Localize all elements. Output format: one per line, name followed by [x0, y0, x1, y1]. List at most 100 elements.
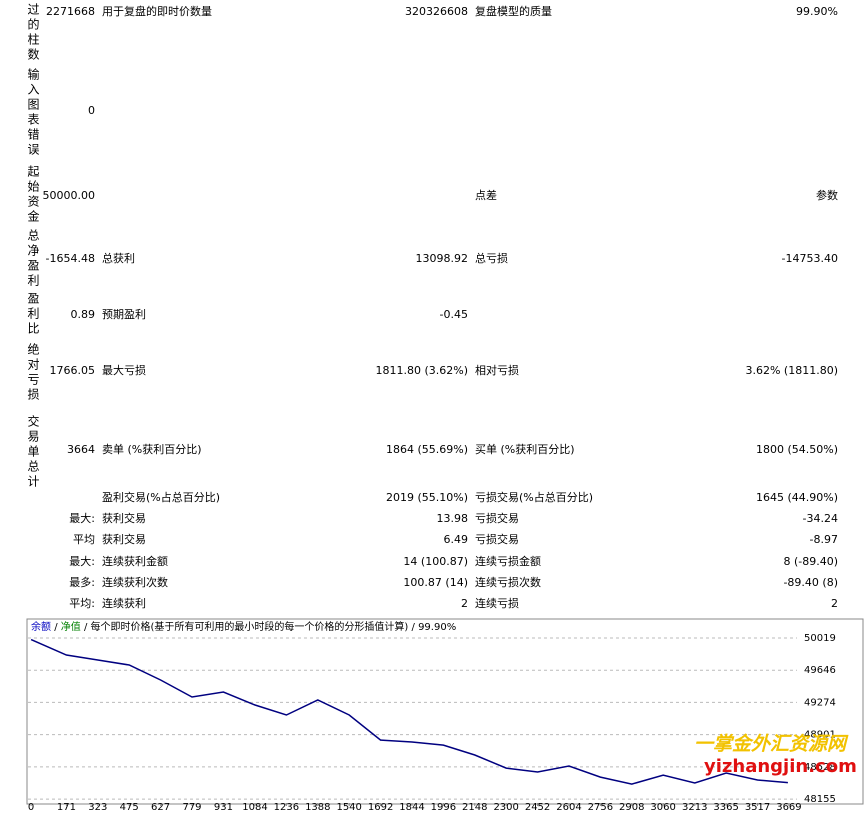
- y-tick-label: 48155: [804, 794, 836, 805]
- label-2: 连续获利金额: [102, 555, 168, 568]
- label-3: 亏损交易: [475, 512, 519, 525]
- label-3: 相对亏损: [475, 364, 519, 377]
- label-2: 最大亏损: [102, 364, 146, 377]
- label-3: 复盘模型的质量: [475, 5, 552, 18]
- x-tick-label: 3060: [650, 802, 675, 813]
- x-tick-label: 3213: [682, 802, 707, 813]
- balance-chart: 50019 49646 49274 48901 48528 48155 0 171 323 475…: [26, 618, 864, 813]
- label-3: 总亏损: [475, 252, 508, 265]
- header-part: /: [84, 622, 88, 633]
- row-label: 过的柱数: [26, 3, 40, 63]
- x-tick-label: 2452: [525, 802, 550, 813]
- header-part: 净值: [61, 620, 81, 633]
- label-3: 连续亏损: [475, 597, 519, 610]
- value-2: 14 (100.87): [403, 555, 468, 568]
- x-tick-label: 2756: [588, 802, 613, 813]
- value-3: -14753.40: [781, 252, 838, 265]
- x-tick-label: 627: [151, 802, 170, 813]
- value-1: 最大:: [69, 512, 95, 525]
- value-1: 0.89: [70, 308, 96, 321]
- y-tick-label: 50019: [804, 633, 836, 644]
- label-3: 买单 (%获利百分比): [475, 443, 575, 456]
- value-2: 2019 (55.10%): [385, 491, 468, 504]
- header-part: /: [54, 622, 58, 633]
- value-3: 3.62% (1811.80): [745, 364, 838, 377]
- row-label: 起始资金: [26, 165, 40, 225]
- x-tick-label: 2604: [556, 802, 581, 813]
- header-part: 余额: [31, 620, 51, 633]
- value-1: 3664: [67, 443, 95, 456]
- x-tick-label: 1844: [399, 802, 424, 813]
- value-2: 1864 (55.69%): [385, 443, 468, 456]
- x-tick-label: 3365: [713, 802, 738, 813]
- x-tick-label: 2148: [462, 802, 487, 813]
- x-tick-label: 1084: [242, 802, 267, 813]
- value-3: 2: [831, 597, 838, 610]
- value-3: -89.40 (8): [783, 576, 838, 589]
- value-2: 320326608: [405, 5, 468, 18]
- y-tick-label: 49646: [804, 665, 836, 676]
- y-tick-label: 49274: [804, 697, 836, 708]
- value-3: 参数: [816, 189, 838, 202]
- value-2: 2: [461, 597, 468, 610]
- value-2: 6.49: [443, 533, 469, 546]
- x-tick-label: 779: [182, 802, 201, 813]
- balance-line: [30, 638, 788, 785]
- label-2: 连续获利: [102, 597, 146, 610]
- value-1: -1654.48: [45, 252, 95, 265]
- x-tick-label: 0: [28, 802, 34, 813]
- x-tick-label: 931: [214, 802, 233, 813]
- label-2: 总获利: [102, 252, 135, 265]
- label-3: 连续亏损次数: [475, 576, 541, 589]
- x-tick-label: 1996: [431, 802, 456, 813]
- value-1: 1766.05: [49, 364, 96, 377]
- value-1: 0: [88, 104, 95, 117]
- value-3: 8 (-89.40): [783, 555, 838, 568]
- value-3: 99.90%: [796, 5, 838, 18]
- label-3: 亏损交易(%占总百分比): [475, 491, 594, 504]
- label-2: 用于复盘的即时价数量: [102, 5, 212, 18]
- x-tick-label: 1540: [336, 802, 361, 813]
- row-label: 绝对亏损: [26, 343, 40, 403]
- y-tick-label: 48901: [804, 730, 836, 741]
- x-tick-label: 2300: [493, 802, 518, 813]
- value-2: 100.87 (14): [403, 576, 468, 589]
- label-2: 预期盈利: [102, 308, 146, 321]
- value-3: 1645 (44.90%): [755, 491, 838, 504]
- y-tick-label: 48528: [804, 762, 836, 773]
- value-1: 2271668: [46, 5, 95, 18]
- value-1: 最大:: [69, 555, 95, 568]
- row-label: 交易单总计: [26, 415, 40, 490]
- value-1: 平均: [73, 533, 95, 546]
- x-tick-label: 2908: [619, 802, 644, 813]
- label-3: 点差: [475, 189, 497, 202]
- value-3: 1800 (54.50%): [755, 443, 838, 456]
- value-3: -34.24: [802, 512, 838, 525]
- x-tick-label: 3517: [745, 802, 770, 813]
- value-1: 50000.00: [42, 189, 96, 202]
- label-2: 卖单 (%获利百分比): [102, 443, 202, 456]
- x-tick-label: 1692: [368, 802, 393, 813]
- watermark: 一掌金外汇资源网: [694, 733, 847, 755]
- x-tick-label: 475: [120, 802, 139, 813]
- label-2: 获利交易: [102, 533, 146, 546]
- x-tick-label: 1388: [305, 802, 330, 813]
- label-2: 盈利交易(%占总百分比): [102, 491, 221, 504]
- x-tick-label: 1236: [274, 802, 299, 813]
- x-tick-label: 323: [88, 802, 107, 813]
- value-2: 1811.80 (3.62%): [375, 364, 468, 377]
- header-part: 每个即时价格(基于所有可利用的最小时段的每一个价格的分形插值计算): [91, 620, 409, 633]
- row-label: 盈利比: [26, 292, 40, 337]
- value-2: -0.45: [439, 308, 468, 321]
- label-2: 获利交易: [102, 512, 146, 525]
- row-label: 输入图表错误: [26, 68, 40, 158]
- x-tick-label: 3669: [776, 802, 801, 813]
- label-3: 连续亏损金额: [475, 555, 541, 568]
- label-2: 连续获利次数: [102, 576, 168, 589]
- value-3: -8.97: [809, 533, 838, 546]
- chart-header: 余额 / 净值 / 每个即时价格(基于所有可利用的最小时段的每一个价格的分形插值…: [31, 620, 456, 633]
- value-1: 平均:: [69, 597, 95, 610]
- watermark-url: yizhangjin.com: [704, 756, 857, 777]
- value-1: 最多:: [69, 576, 95, 589]
